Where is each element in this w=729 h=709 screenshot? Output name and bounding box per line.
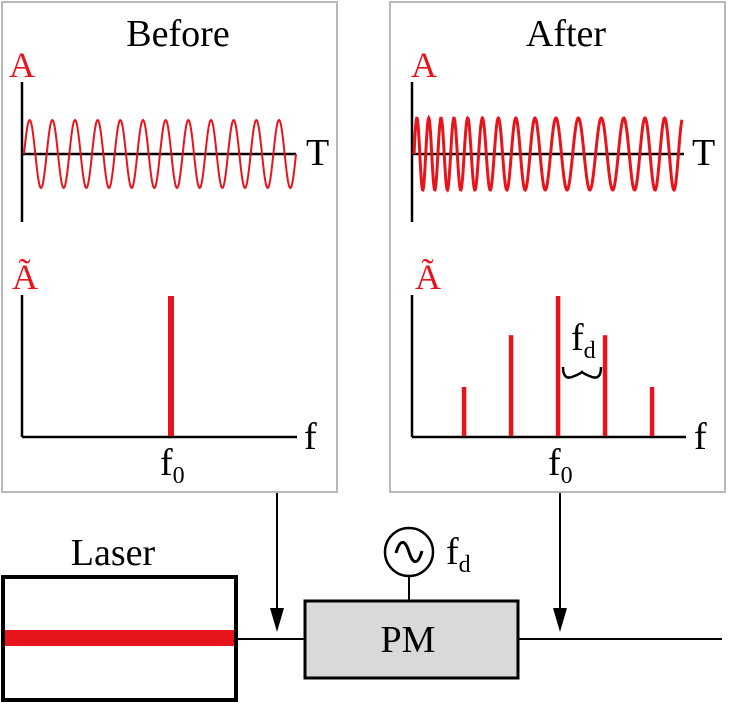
laser: Laser	[3, 532, 236, 700]
after-spectral-line-4	[650, 387, 655, 436]
rf-oscillator: fd	[385, 528, 471, 601]
after-center-frequency-label: f0	[548, 442, 573, 489]
before-time-y-label: A	[9, 45, 35, 85]
after-spectral-lines	[462, 296, 655, 436]
before-time-plot: A T	[9, 45, 329, 222]
after-time-x-label: T	[692, 132, 715, 174]
before-spectrum-x-label: f	[304, 416, 317, 458]
after-time-plot: A T	[411, 45, 715, 222]
before-spectral-lines	[168, 296, 174, 436]
after-spectral-line-3	[603, 335, 608, 436]
before-panel: Before A T Ã f f0	[2, 2, 337, 492]
laser-label: Laser	[71, 532, 156, 574]
after-spectral-line-2	[556, 296, 561, 436]
after-spectral-line-0	[462, 387, 467, 436]
oscillator-frequency-label: fd	[446, 531, 471, 578]
before-center-frequency-label: f0	[160, 442, 185, 489]
after-spectral-line-1	[509, 335, 514, 436]
after-probe-arrowhead	[553, 608, 567, 632]
before-spectrum-plot: Ã f f0	[12, 257, 317, 489]
after-panel-title: After	[526, 13, 607, 55]
after-spectrum-y-label: Ã	[415, 257, 441, 297]
sideband-spacing-brace	[563, 367, 601, 378]
phase-modulator-label: PM	[381, 619, 436, 661]
before-time-x-label: T	[306, 132, 329, 174]
before-spectral-line-0	[168, 296, 174, 436]
before-panel-title: Before	[126, 13, 229, 55]
laser-beam	[5, 630, 234, 646]
after-panel: After A T Ã f f0 fd	[390, 2, 725, 492]
before-spectrum-y-label: Ã	[12, 257, 38, 297]
sideband-spacing-label: fd	[571, 317, 596, 364]
before-probe-arrowhead	[270, 608, 284, 632]
phase-modulator: PM	[305, 601, 518, 678]
after-spectrum-plot: Ã f f0 fd	[412, 257, 707, 489]
after-time-y-label: A	[411, 45, 437, 85]
after-spectrum-x-label: f	[694, 416, 707, 458]
